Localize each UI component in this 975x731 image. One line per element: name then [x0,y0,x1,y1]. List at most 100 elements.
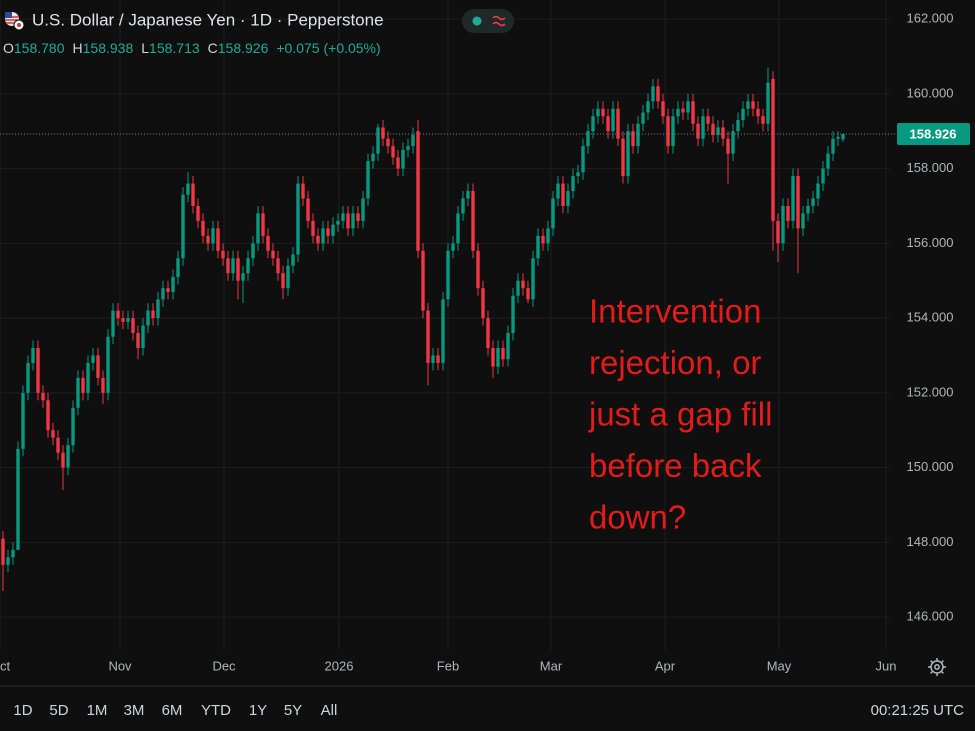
y-tick-label: 152.000 [907,384,954,399]
range-button[interactable]: All [321,702,338,719]
annotation-line: rejection, or [589,344,761,381]
candle-body [356,213,360,221]
candle-body [616,108,620,139]
candle-body [546,228,550,244]
ohlc-letter: C [208,40,218,56]
candle-body [161,288,165,300]
candle-body [151,310,155,319]
candle-body [221,250,225,259]
candle-body [586,131,590,147]
annotation-line: down? [589,499,686,536]
y-tick-label: 158.000 [907,160,954,175]
candle-body [136,333,140,348]
x-tick-label: Jun [876,658,897,673]
ohlc-value: 158.938 [83,40,134,56]
candle-body [141,325,145,348]
range-button[interactable]: YTD [201,702,231,719]
candle-body [741,108,745,120]
candle-body [6,557,10,565]
range-button[interactable]: 6M [162,702,183,719]
candle-body [491,347,495,367]
candle-body [71,407,75,446]
candle-body [596,108,600,117]
candle-body [496,347,500,367]
candle-body [721,127,725,139]
chart-title: U.S. Dollar / Japanese Yen · 1D · Pepper… [32,10,384,29]
candle-body [436,355,440,363]
annotation-line: Intervention [589,293,761,330]
ohlc-value: 158.713 [149,40,200,56]
candle-body [731,131,735,154]
candle-body [476,250,480,289]
candle-body [431,355,435,363]
y-tick-label: 146.000 [907,609,954,624]
candle-body [661,101,665,117]
candle-body [371,153,375,162]
candle-body [446,250,450,300]
candle-body [336,220,340,225]
candle-body [551,198,555,229]
candle-body [126,318,130,322]
status-pill[interactable] [462,9,514,33]
candle-body [211,228,215,244]
candle-body [296,183,300,255]
candle-body [176,258,180,277]
candle-body [576,172,580,177]
candle-body [61,452,65,468]
candle-body [341,213,345,221]
candle-body [396,157,400,169]
symbol-icon [5,12,25,31]
candle-body [106,336,110,393]
candle-body [21,392,25,449]
candle-body [146,310,150,326]
candle-body [626,131,630,177]
candle-body [166,288,170,292]
range-button[interactable]: 5D [49,702,68,719]
candle-body [831,138,835,154]
range-button[interactable]: 1D [13,702,32,719]
candle-body [326,228,330,236]
candle-body [756,108,760,117]
candle-body [101,377,105,393]
last-price-box [897,122,970,145]
candle-body [351,213,355,229]
candle-body [316,235,320,244]
candle-body [736,119,740,132]
range-button[interactable]: 1Y [249,702,267,719]
candle-body [826,153,830,169]
settings-icon[interactable] [928,658,946,676]
candle-body [531,258,535,300]
candle-body [346,213,350,229]
candle-body [706,116,710,124]
candle-body [441,299,445,363]
candle-body [386,138,390,147]
candle-body [611,108,615,132]
candle-body [486,318,490,348]
range-button[interactable]: 3M [124,702,145,719]
ohlc-letter: O [3,40,14,56]
candle-body [776,220,780,244]
candle-body [1,538,5,565]
candle-body [601,108,605,117]
candle-body [456,213,460,244]
range-button[interactable]: 5Y [284,702,302,719]
candle-body [131,318,135,334]
ohlc-letter: H [73,40,83,56]
candle-body [181,194,185,259]
candle-body [811,198,815,206]
y-tick-label: 162.000 [907,11,954,26]
candle-body [321,228,325,244]
range-button[interactable]: 1M [87,702,108,719]
candle-body [786,205,790,221]
candle-body [836,136,840,139]
candle-body [46,400,50,431]
candle-body [526,288,530,300]
y-tick-label: 150.000 [907,459,954,474]
candle-body [116,310,120,319]
candle-body [711,123,715,135]
candle-body [481,288,485,319]
candle-body [41,392,45,401]
candle-body [381,127,385,139]
